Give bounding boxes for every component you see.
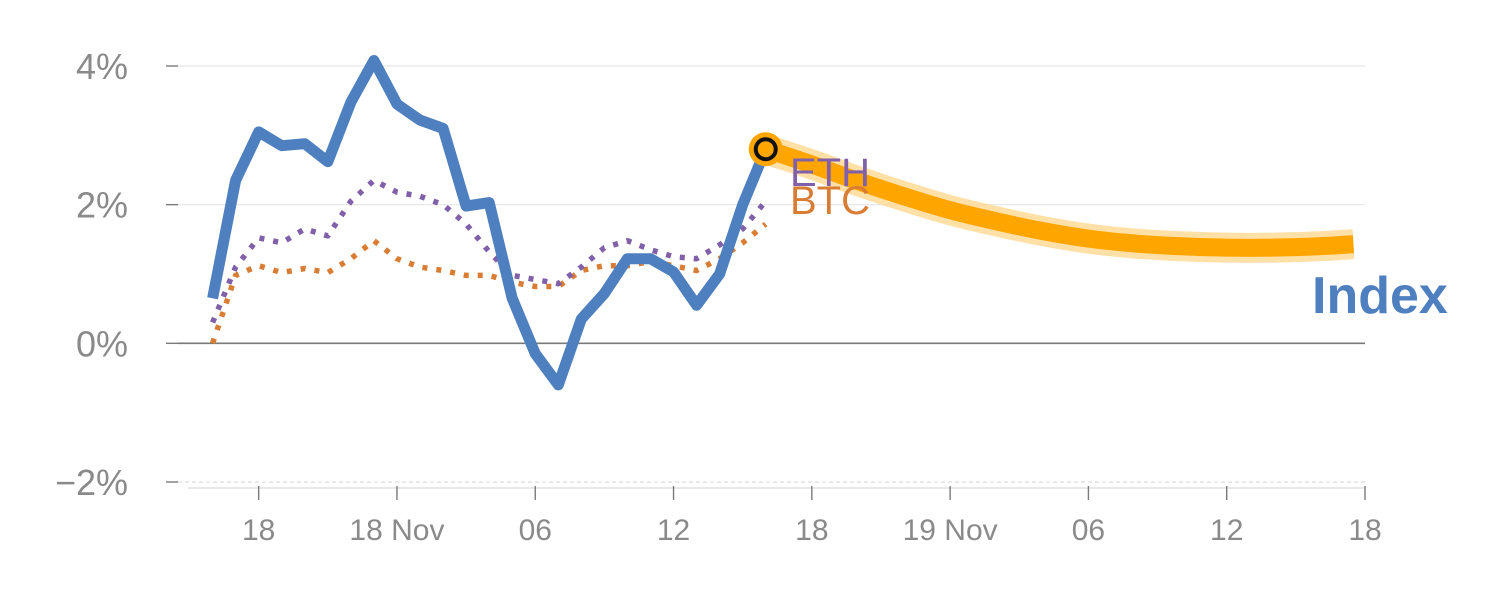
x-tick-label: 18 <box>242 514 275 547</box>
x-tick-label: 12 <box>1210 514 1243 547</box>
x-tick-label: 18 <box>1348 514 1381 547</box>
x-tick-label: 18 Nov <box>349 514 444 547</box>
forecast-start-marker <box>753 137 778 162</box>
y-tick-label: 4% <box>76 46 128 87</box>
y-tick-label: 2% <box>76 185 128 226</box>
series-label-index: Index <box>1312 267 1448 325</box>
x-tick-label: 19 Nov <box>903 514 998 547</box>
x-tick-label: 12 <box>657 514 690 547</box>
series-line-index <box>207 55 771 391</box>
x-tick-label: 06 <box>1072 514 1105 547</box>
series-label-btc: BTC <box>790 179 870 223</box>
x-tick-label: 06 <box>519 514 552 547</box>
series-labels: ETH BTC Index <box>790 151 1448 325</box>
axes: −2% 0% 2% 4% 18 18 Nov 06 12 18 19 Nov 06 12 18 <box>55 46 1382 547</box>
y-tick-label: −2% <box>55 462 128 503</box>
series-line-btc <box>209 221 768 345</box>
series-label-eth: ETH <box>790 151 870 195</box>
x-tick-label: 18 <box>795 514 828 547</box>
y-tick-label: 0% <box>76 323 128 364</box>
grid-lines <box>178 65 1365 483</box>
forecast-line <box>762 140 1355 257</box>
series-group <box>207 55 1355 391</box>
